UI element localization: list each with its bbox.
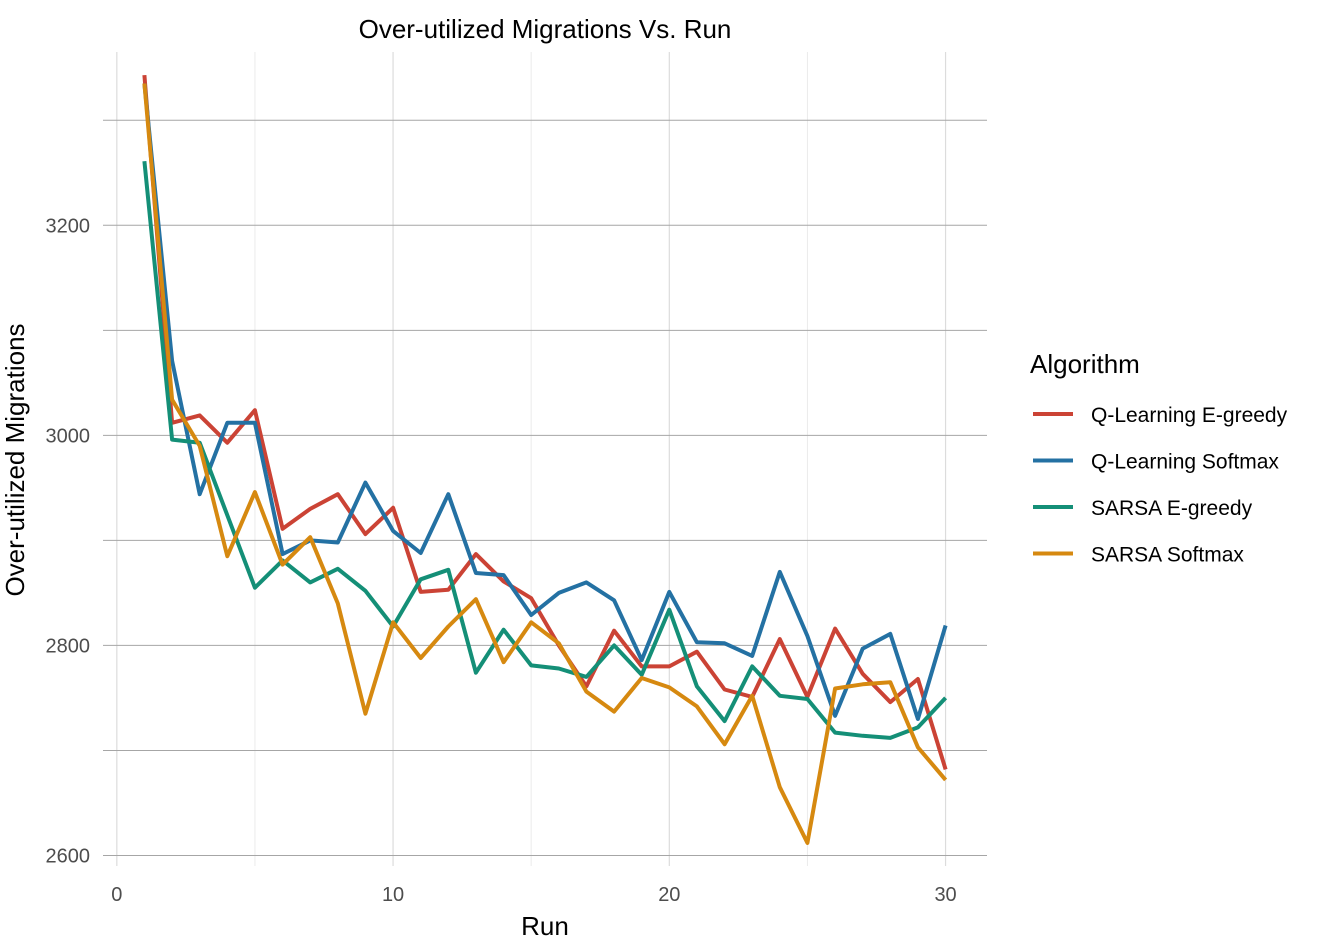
series-line-q-learning-e-greedy: [142, 74, 948, 770]
grid: [103, 52, 987, 866]
x-tick-label: 10: [382, 884, 404, 906]
chart-title: Over-utilized Migrations Vs. Run: [359, 14, 732, 44]
legend-label: SARSA E-greedy: [1091, 497, 1253, 520]
legend: Algorithm Q-Learning E-greedy Q-Learning …: [1030, 349, 1288, 567]
series-line-q-learning-softmax: [142, 83, 948, 721]
series-line-sarsa-e-greedy: [142, 161, 948, 740]
y-axis-label: Over-utilized Migrations: [0, 323, 30, 596]
y-tick-label: 3000: [46, 425, 91, 447]
y-tick-label: 2600: [46, 845, 91, 867]
legend-label: SARSA Softmax: [1091, 544, 1244, 567]
x-tick-label: 0: [111, 884, 122, 906]
legend-label: Q-Learning Softmax: [1091, 451, 1279, 474]
x-tick-label: 20: [658, 884, 680, 906]
x-axis-label: Run: [521, 911, 569, 941]
y-axis-ticks: 2600 2800 3000 3200: [46, 215, 91, 867]
y-tick-label: 2800: [46, 635, 91, 657]
x-axis-ticks: 0 10 20 30: [111, 884, 956, 906]
x-tick-label: 30: [934, 884, 956, 906]
legend-label: Q-Learning E-greedy: [1091, 404, 1288, 427]
y-tick-label: 3200: [46, 215, 91, 237]
plot-area: [103, 52, 987, 866]
legend-title: Algorithm: [1030, 349, 1140, 379]
series-lines: [142, 74, 948, 845]
series-line-sarsa-softmax: [142, 83, 948, 845]
